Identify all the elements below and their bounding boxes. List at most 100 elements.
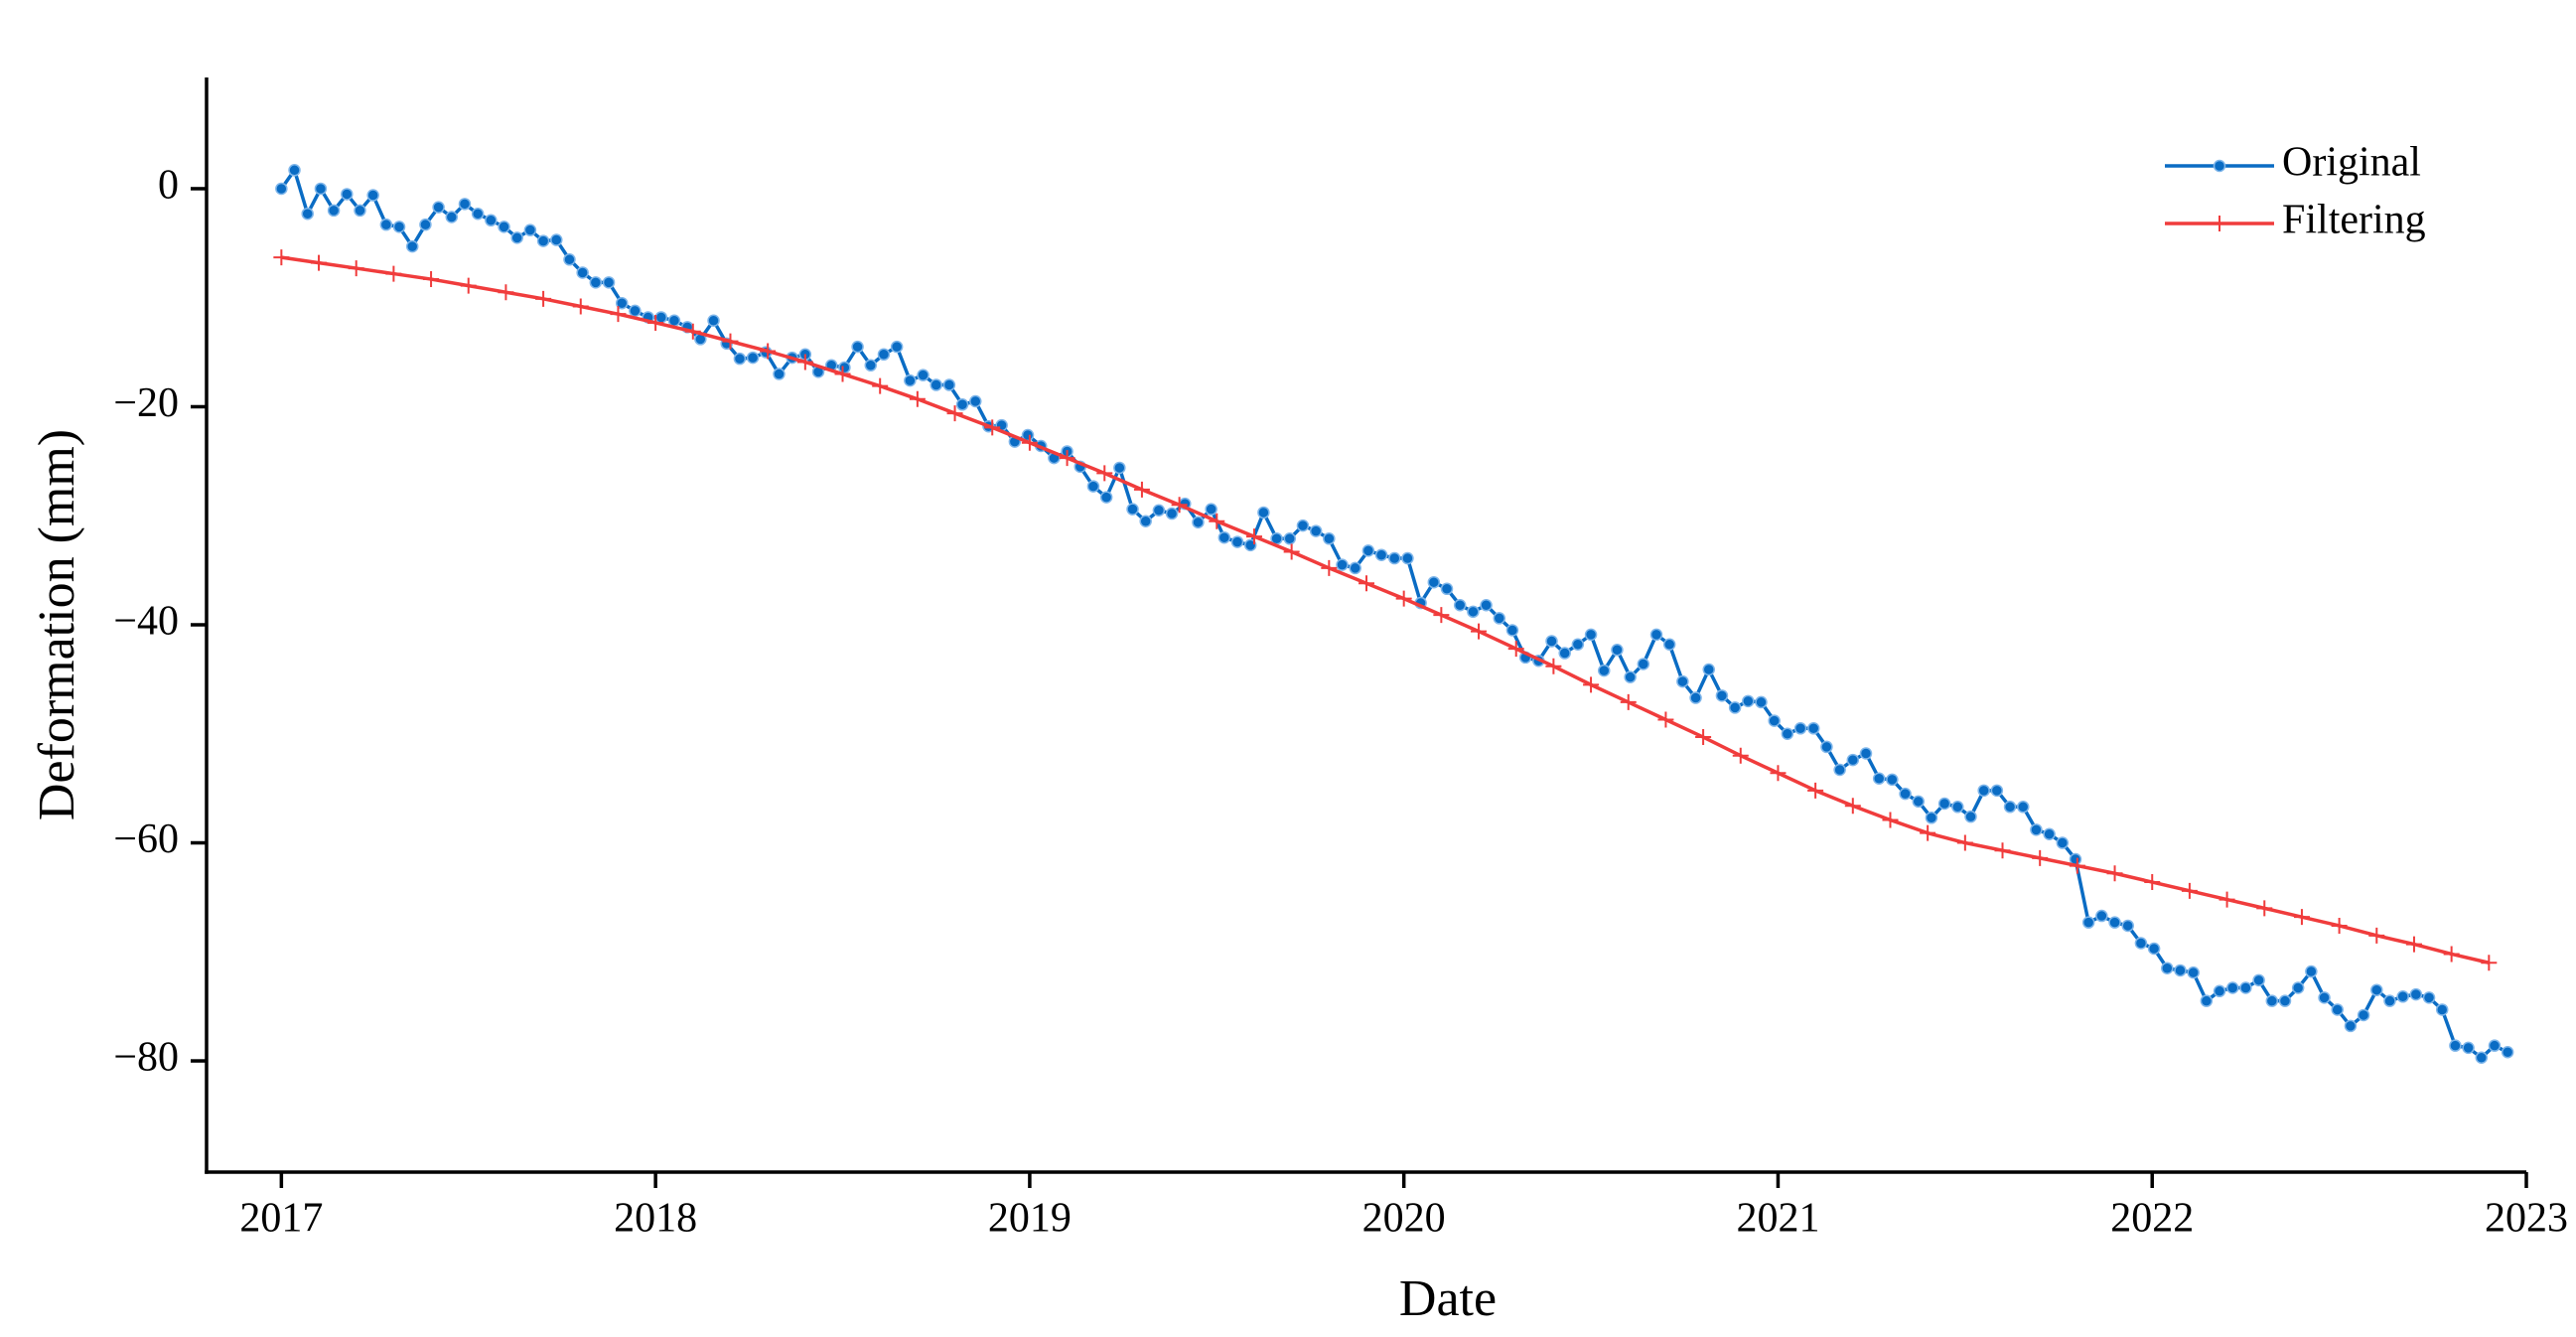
- data-point: [366, 189, 379, 202]
- data-point: [1742, 694, 1755, 708]
- data-point: [1649, 628, 1663, 642]
- data-point: [834, 366, 851, 382]
- data-point: [1171, 497, 1188, 514]
- data-point: [864, 359, 878, 372]
- data-point: [275, 182, 288, 196]
- data-point: [602, 276, 616, 289]
- data-point: [550, 233, 563, 246]
- data-point: [1956, 834, 1973, 851]
- data-point: [872, 377, 889, 394]
- data-point: [1558, 647, 1571, 660]
- data-point: [2462, 1041, 2475, 1055]
- data-point: [2161, 962, 2174, 974]
- data-point: [1113, 461, 1126, 475]
- data-point: [1571, 638, 1585, 652]
- data-point: [1833, 763, 1846, 777]
- data-point: [2252, 973, 2265, 987]
- data-point: [1637, 658, 1650, 670]
- data-point: [2147, 942, 2161, 956]
- data-point: [1507, 641, 1524, 658]
- data-point: [2422, 991, 2436, 1004]
- data-point: [1859, 747, 1873, 760]
- data-point: [707, 314, 720, 328]
- data-point: [385, 265, 402, 282]
- data-point: [2481, 955, 2498, 971]
- data-point: [2239, 981, 2252, 994]
- data-point: [851, 340, 864, 354]
- data-point: [1401, 551, 1414, 565]
- data-point: [984, 419, 1001, 436]
- data-point: [1323, 532, 1336, 545]
- data-point: [1545, 635, 1558, 648]
- data-point: [1086, 480, 1100, 493]
- data-point: [1702, 663, 1715, 676]
- data-point: [942, 378, 956, 391]
- data-point: [629, 304, 642, 318]
- data-point: [1994, 842, 2011, 859]
- data-point: [1676, 674, 1689, 688]
- data-point: [1755, 695, 1768, 709]
- data-point: [1165, 507, 1179, 520]
- data-point: [589, 276, 603, 289]
- data-point: [1467, 605, 1480, 619]
- data-point: [1920, 824, 1936, 841]
- data-point: [341, 188, 354, 201]
- data-point: [1728, 701, 1742, 714]
- data-point: [1899, 787, 1912, 801]
- data-point: [838, 361, 851, 374]
- data-point: [535, 290, 552, 307]
- data-point: [796, 354, 813, 371]
- data-point: [1820, 740, 1833, 754]
- data-point: [536, 234, 550, 247]
- data-point: [2081, 916, 2095, 929]
- data-point: [1912, 795, 1925, 809]
- data-point: [917, 369, 930, 381]
- x-axis-label: Date: [1399, 1270, 1497, 1327]
- x-tick-label: 2019: [988, 1196, 1072, 1242]
- data-point: [722, 333, 739, 350]
- data-point: [2396, 990, 2409, 1003]
- data-point: [1321, 559, 1338, 576]
- data-point: [1427, 575, 1441, 589]
- data-point: [1217, 530, 1231, 544]
- data-point: [423, 271, 440, 288]
- data-point: [2144, 874, 2161, 891]
- data-point: [1793, 722, 1807, 735]
- data-point: [1245, 528, 1262, 545]
- data-point: [1257, 506, 1270, 520]
- data-point: [311, 254, 328, 271]
- x-tick-label: 2021: [1736, 1196, 1819, 1242]
- data-point: [647, 314, 664, 331]
- data-point: [327, 204, 341, 218]
- legend-label: Original: [2282, 140, 2421, 186]
- data-point: [1715, 689, 1729, 702]
- x-tick-label: 2017: [239, 1196, 323, 1242]
- y-tick-label: 0: [158, 163, 179, 209]
- data-point: [1133, 481, 1150, 498]
- data-point: [667, 314, 681, 328]
- data-point: [563, 253, 576, 266]
- data-point: [471, 207, 485, 221]
- data-point: [909, 390, 926, 407]
- data-point: [2501, 1046, 2514, 1059]
- data-point: [1951, 801, 1964, 814]
- data-point: [1937, 797, 1951, 811]
- data-point: [1480, 598, 1493, 612]
- data-point: [1205, 503, 1217, 516]
- data-point: [498, 284, 514, 301]
- data-point: [2305, 965, 2318, 978]
- data-point: [2200, 994, 2214, 1007]
- data-point: [684, 323, 701, 340]
- data-point: [654, 311, 668, 324]
- data-point: [2121, 919, 2134, 933]
- data-point: [1584, 628, 1598, 642]
- data-point: [2030, 823, 2043, 836]
- data-point: [1977, 784, 1990, 798]
- y-tick-label: −40: [113, 599, 179, 645]
- y-tick-label: −20: [113, 380, 179, 426]
- data-point: [1021, 434, 1038, 451]
- data-point: [405, 239, 419, 253]
- data-point: [288, 164, 301, 177]
- data-point: [1781, 727, 1794, 741]
- data-point: [510, 231, 523, 244]
